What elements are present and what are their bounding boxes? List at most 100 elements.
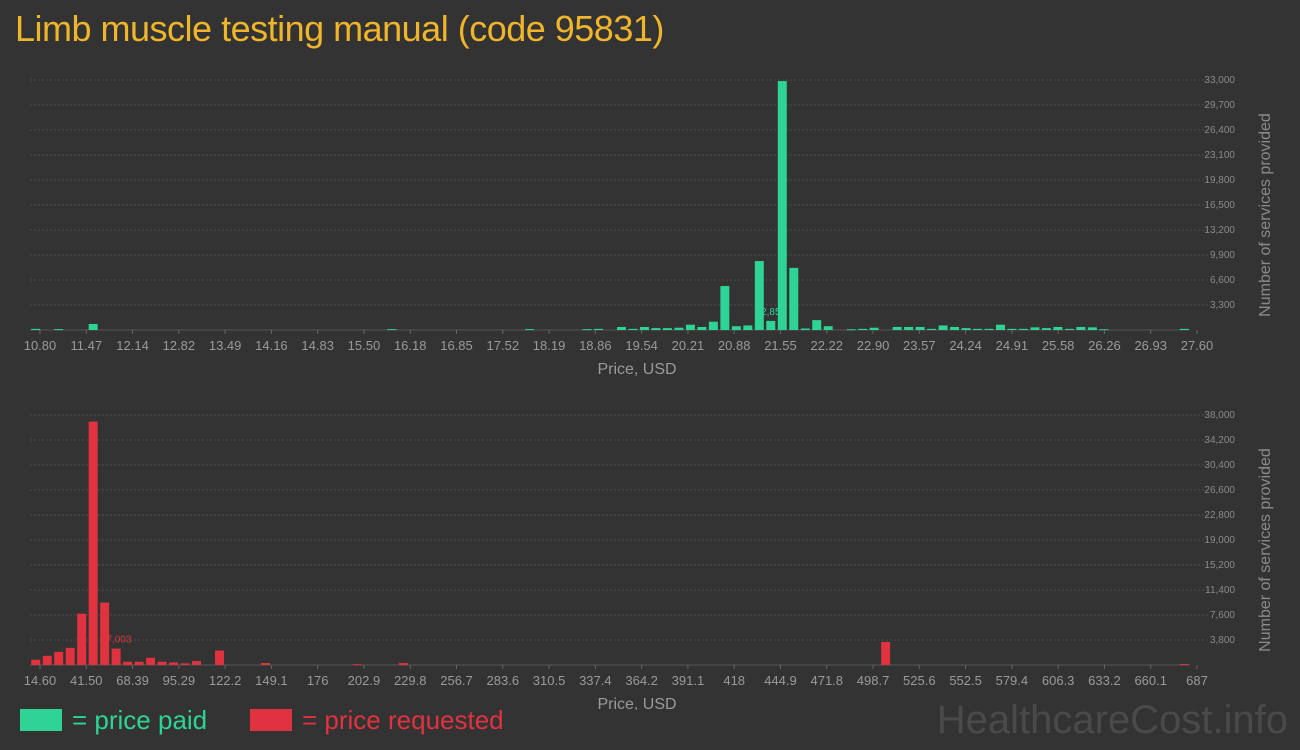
x-tick-label: 95.29 [163,673,196,688]
bar [754,261,764,330]
bar [1053,326,1063,330]
y-tick-label: 30,400 [1204,460,1235,471]
bar [685,324,695,330]
bar [800,328,810,330]
x-tick-label: 41.50 [70,673,103,688]
bar [743,325,753,330]
bar [1076,326,1086,330]
x-tick-label: 122.2 [209,673,242,688]
x-tick-label: 25.58 [1042,338,1075,353]
x-tick-label: 14.60 [24,673,57,688]
bar [996,324,1005,330]
bar [697,326,707,330]
bar [525,329,535,331]
bar [260,663,270,665]
bar [927,328,937,330]
x-tick-label: 16.18 [394,338,427,353]
legend-price-requested-label: = price requested [302,704,504,735]
legend-price-requested: = price requested [250,705,504,735]
y-tick-label: 33,000 [1204,75,1235,86]
bar [766,320,776,330]
x-tick-label: 20.21 [672,338,705,353]
x-tick-label: 22.22 [810,338,843,353]
x-tick-label: 68.39 [116,673,149,688]
x-tick-label: 471.8 [810,673,843,688]
y-tick-label: 7,600 [1210,610,1235,621]
x-tick-label: 14.16 [255,338,288,353]
x-tick-label: 19.54 [625,338,658,353]
y-tick-label: 16,500 [1204,200,1235,211]
bar [1018,328,1028,330]
y-tick-label: 11,400 [1205,585,1235,596]
bar [42,655,52,665]
price-requested-chart: 3,800 7,600 11,400 15,200 19,000 22,800 26,600… [24,410,1274,710]
y-tick-label: 19,000 [1204,535,1235,546]
x-tick-label: 23.57 [903,338,936,353]
bar [157,661,167,665]
bar [54,329,64,331]
x-tick-label: 579.4 [996,673,1029,688]
x-tick-label: 525.6 [903,673,936,688]
bar [1007,328,1017,330]
bar [846,329,856,331]
bar [823,326,833,330]
y-axis-title: Number of services provided [1257,448,1274,652]
y-tick-label: 6,600 [1210,275,1235,286]
bar [54,651,64,665]
x-tick-label: 10.80 [24,338,57,353]
x-tick-label: 176 [307,673,329,688]
x-axis-title: Price, USD [597,361,676,378]
x-tick-label: 660.1 [1134,673,1167,688]
x-tick-label: 229.8 [394,673,427,688]
x-tick-label: 15.50 [348,338,381,353]
x-tick-label: 16.85 [440,338,473,353]
bar [1041,328,1051,330]
bar [31,659,41,665]
x-tick-label: 24.91 [996,338,1029,353]
bar [881,641,891,665]
x-tick-label: 149.1 [255,673,288,688]
bar [215,650,224,665]
bar [398,663,408,665]
peak-data-label: 32,859 [755,307,786,318]
x-tick-label: 22.90 [857,338,890,353]
x-tick-label: 283.6 [487,673,520,688]
x-tick-label: 310.5 [533,673,566,688]
bar [65,647,75,665]
bar [812,320,822,330]
x-tick-label: 552.5 [949,673,982,688]
x-tick-label: 26.93 [1134,338,1167,353]
bar [180,663,190,665]
x-tick-label: 21.55 [764,338,797,353]
y-tick-label: 34,200 [1204,435,1235,446]
x-tick-label: 202.9 [348,673,381,688]
x-tick-label: 12.82 [163,338,196,353]
bar [1030,327,1040,330]
x-tick-label: 18.86 [579,338,612,353]
bar [950,326,960,330]
y-tick-label: 22,800 [1204,510,1235,521]
bar [88,421,98,665]
bar [662,328,672,330]
x-tick-label: 24.24 [949,338,982,353]
x-tick-label: 13.49 [209,338,242,353]
bar [892,326,902,330]
bar [869,327,879,330]
price-paid-swatch [20,709,62,731]
x-tick-label: 20.88 [718,338,751,353]
bar [961,328,971,330]
x-tick-label: 606.3 [1042,673,1075,688]
bar [777,81,787,331]
x-tick-label: 26.26 [1088,338,1121,353]
price-paid-chart: 3,300 6,600 9,900 13,200 16,500 19,800 23,100 2… [24,75,1274,378]
bar [88,323,98,330]
y-tick-label: 3,300 [1210,300,1235,311]
bar [134,661,144,665]
y-tick-label: 19,800 [1204,175,1235,186]
bar [731,326,741,330]
watermark: HealthcareCost.info [936,698,1288,742]
x-tick-label: 14.83 [301,338,334,353]
legend-price-paid-label: = price paid [72,704,208,735]
y-tick-label: 26,400 [1204,125,1235,136]
x-tick-label: 391.1 [672,673,705,688]
